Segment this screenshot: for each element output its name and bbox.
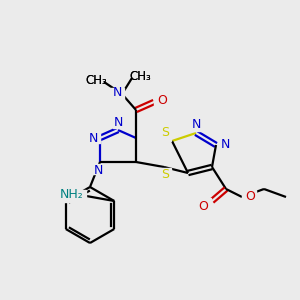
Text: N: N [112, 86, 122, 100]
Text: CH₃: CH₃ [85, 74, 107, 86]
Bar [242, 190, 256, 204]
Bar [90, 133, 100, 143]
Text: CH₃: CH₃ [85, 74, 107, 86]
Bar [159, 168, 171, 180]
Text: CH₃: CH₃ [129, 70, 151, 83]
Text: O: O [157, 94, 167, 107]
Bar [58, 190, 86, 202]
Text: O: O [245, 190, 255, 203]
Text: O: O [198, 200, 208, 212]
Bar [113, 118, 123, 128]
Text: NH₂: NH₂ [59, 188, 83, 202]
Bar [218, 139, 230, 151]
Bar [157, 129, 171, 141]
Text: N: N [220, 139, 230, 152]
Bar [190, 119, 202, 131]
Text: N: N [93, 164, 103, 176]
Bar [197, 198, 211, 212]
Text: S: S [161, 127, 169, 140]
Text: N: N [113, 116, 123, 128]
Text: N: N [88, 131, 98, 145]
Bar [110, 88, 124, 100]
Bar [154, 96, 166, 108]
Text: N: N [191, 118, 201, 130]
Bar [92, 164, 102, 174]
Text: S: S [161, 169, 169, 182]
Text: CH₃: CH₃ [129, 70, 151, 83]
